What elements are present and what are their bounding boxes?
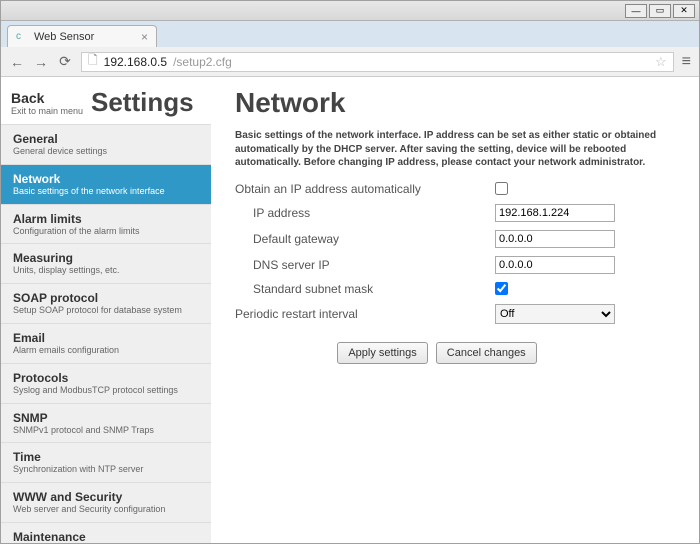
favicon-icon: c — [16, 31, 28, 43]
sidebar: Back Exit to main menu Settings GeneralG… — [1, 77, 211, 543]
page-description: Basic settings of the network interface.… — [235, 129, 679, 170]
back-sub: Exit to main menu — [11, 106, 91, 116]
row-subnet: Standard subnet mask — [235, 282, 679, 296]
button-row: Apply settings Cancel changes — [235, 342, 679, 364]
row-gateway: Default gateway — [235, 230, 679, 248]
sidebar-item[interactable]: SOAP protocolSetup SOAP protocol for dat… — [1, 284, 211, 324]
subnet-label: Standard subnet mask — [253, 282, 495, 296]
dns-label: DNS server IP — [253, 258, 495, 272]
window-titlebar: — ▭ ✕ — [1, 1, 699, 21]
sidebar-menu: GeneralGeneral device settingsNetworkBas… — [1, 124, 211, 543]
sidebar-item-title: General — [13, 132, 201, 146]
dhcp-checkbox[interactable] — [495, 182, 508, 195]
sidebar-item-sub: Units, display settings, etc. — [13, 265, 201, 276]
sidebar-item-title: Email — [13, 331, 201, 345]
sidebar-item-title: Network — [13, 172, 201, 186]
ip-label: IP address — [253, 206, 495, 220]
restart-label: Periodic restart interval — [235, 307, 495, 321]
sidebar-item[interactable]: ProtocolsSyslog and ModbusTCP protocol s… — [1, 364, 211, 404]
browser-window: — ▭ ✕ c Web Sensor × ← → ⟳ 🗋 192.168.0.5… — [0, 0, 700, 544]
sidebar-item-sub: Syslog and ModbusTCP protocol settings — [13, 385, 201, 396]
bookmark-icon[interactable]: ☆ — [655, 54, 667, 70]
sidebar-item[interactable]: EmailAlarm emails configuration — [1, 324, 211, 364]
sidebar-item[interactable]: WWW and SecurityWeb server and Security … — [1, 483, 211, 523]
sidebar-item-title: Time — [13, 450, 201, 464]
sidebar-item-sub: Alarm emails configuration — [13, 345, 201, 356]
sidebar-item-title: Protocols — [13, 371, 201, 385]
sidebar-item-title: SOAP protocol — [13, 291, 201, 305]
sidebar-item-sub: Configuration of the alarm limits — [13, 226, 201, 237]
address-bar[interactable]: 🗋 192.168.0.5/setup2.cfg ☆ — [81, 52, 674, 72]
sidebar-item-sub: General device settings — [13, 146, 201, 157]
back-label: Back — [11, 90, 91, 106]
back-icon[interactable]: ← — [9, 54, 25, 70]
sidebar-item-title: SNMP — [13, 411, 201, 425]
ip-input[interactable] — [495, 204, 615, 222]
maximize-button[interactable]: ▭ — [649, 4, 671, 18]
url-path: /setup2.cfg — [173, 55, 232, 69]
row-ip: IP address — [235, 204, 679, 222]
subnet-checkbox[interactable] — [495, 282, 508, 295]
main-panel: Network Basic settings of the network in… — [211, 77, 699, 543]
sidebar-item-sub: SNMPv1 protocol and SNMP Traps — [13, 425, 201, 436]
menu-icon[interactable]: ≡ — [682, 53, 691, 71]
forward-icon[interactable]: → — [33, 54, 49, 70]
dhcp-label: Obtain an IP address automatically — [235, 182, 495, 196]
page-title: Network — [235, 87, 679, 119]
sidebar-item[interactable]: TimeSynchronization with NTP server — [1, 443, 211, 483]
minimize-button[interactable]: — — [625, 4, 647, 18]
close-window-button[interactable]: ✕ — [673, 4, 695, 18]
sidebar-header: Back Exit to main menu Settings — [1, 77, 211, 124]
sidebar-item[interactable]: MaintenanceFactory defaults, info, etc. — [1, 523, 211, 543]
sidebar-item-sub: Web server and Security configuration — [13, 504, 201, 515]
apply-button[interactable]: Apply settings — [337, 342, 427, 364]
toolbar: ← → ⟳ 🗋 192.168.0.5/setup2.cfg ☆ ≡ — [1, 47, 699, 77]
back-link[interactable]: Back Exit to main menu — [1, 90, 91, 116]
sidebar-item-sub: Synchronization with NTP server — [13, 464, 201, 475]
tab-close-icon[interactable]: × — [141, 30, 148, 44]
sidebar-item-title: Maintenance — [13, 530, 201, 543]
sidebar-item[interactable]: MeasuringUnits, display settings, etc. — [1, 244, 211, 284]
dns-input[interactable] — [495, 256, 615, 274]
sidebar-item[interactable]: NetworkBasic settings of the network int… — [1, 165, 211, 205]
sidebar-item[interactable]: GeneralGeneral device settings — [1, 125, 211, 165]
row-dns: DNS server IP — [235, 256, 679, 274]
tab-title: Web Sensor — [34, 31, 94, 43]
row-dhcp: Obtain an IP address automatically — [235, 182, 679, 196]
url-host: 192.168.0.5 — [104, 55, 167, 69]
sidebar-item-title: WWW and Security — [13, 490, 201, 504]
tab-bar: c Web Sensor × — [1, 21, 699, 47]
page-content: Back Exit to main menu Settings GeneralG… — [1, 77, 699, 543]
browser-tab[interactable]: c Web Sensor × — [7, 25, 157, 47]
sidebar-item[interactable]: Alarm limitsConfiguration of the alarm l… — [1, 205, 211, 245]
restart-select[interactable]: Off — [495, 304, 615, 324]
sidebar-item-sub: Basic settings of the network interface — [13, 186, 201, 197]
gateway-label: Default gateway — [253, 232, 495, 246]
page-icon: 🗋 — [88, 51, 98, 72]
sidebar-item-sub: Setup SOAP protocol for database system — [13, 305, 201, 316]
sidebar-item[interactable]: SNMPSNMPv1 protocol and SNMP Traps — [1, 404, 211, 444]
gateway-input[interactable] — [495, 230, 615, 248]
row-restart: Periodic restart interval Off — [235, 304, 679, 324]
cancel-button[interactable]: Cancel changes — [436, 342, 537, 364]
settings-heading: Settings — [91, 87, 194, 118]
sidebar-item-title: Measuring — [13, 251, 201, 265]
sidebar-item-title: Alarm limits — [13, 212, 201, 226]
reload-icon[interactable]: ⟳ — [57, 53, 73, 70]
